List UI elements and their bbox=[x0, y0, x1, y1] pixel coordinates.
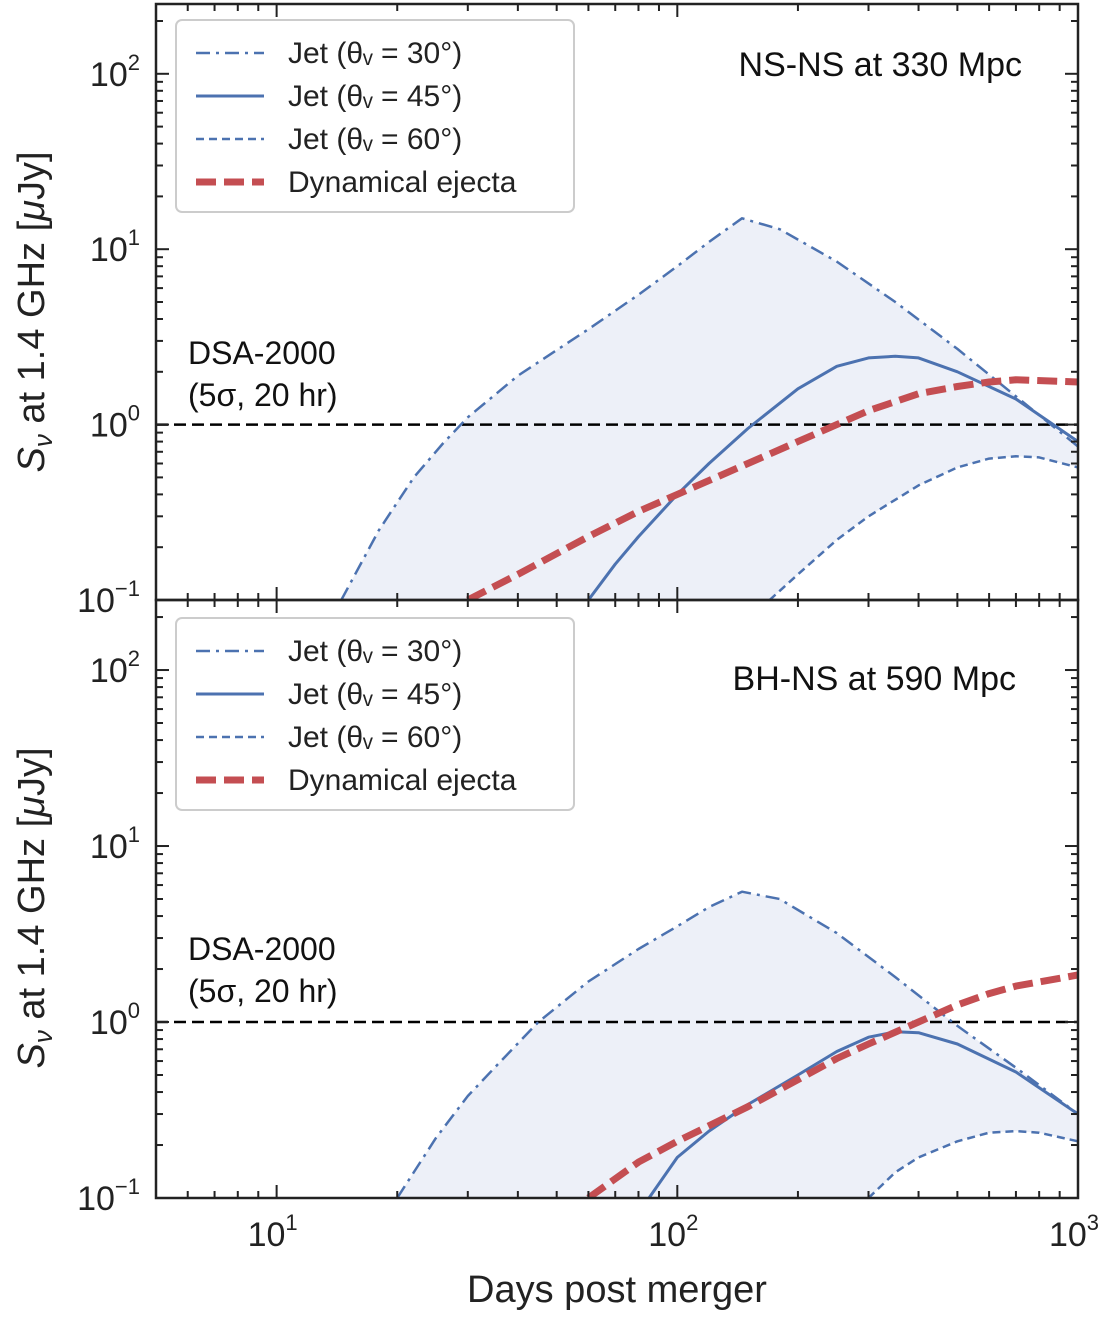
y-tick-label: 101 bbox=[90, 822, 140, 866]
x-tick-label: 102 bbox=[648, 1210, 698, 1254]
series-line-2 bbox=[768, 455, 1078, 600]
legend-entry-ejecta: Dynamical ejecta bbox=[288, 166, 517, 199]
legend-box bbox=[175, 617, 575, 811]
series-line-0 bbox=[340, 217, 1078, 600]
threshold-label-line2: (5σ, 20 hr) bbox=[188, 973, 338, 1009]
x-tick-label: 103 bbox=[1049, 1210, 1099, 1254]
legend-entry-jet-45: Jet (θᵥ = 45°) bbox=[288, 678, 462, 711]
threshold-label-line1: DSA-2000 bbox=[188, 335, 336, 371]
legend: Jet (θᵥ = 30°) Jet (θᵥ = 45°) Jet (θᵥ = … bbox=[175, 617, 575, 811]
panel-title: NS-NS at 330 Mpc bbox=[739, 46, 1022, 84]
y-tick-label: 102 bbox=[90, 50, 140, 94]
jet-range-shading bbox=[341, 218, 1078, 600]
y-tick-label: 10−1 bbox=[77, 576, 140, 620]
y-tick-label: 100 bbox=[90, 998, 140, 1042]
x-tick-label: 101 bbox=[248, 1210, 298, 1254]
legend-entry-jet-60: Jet (θᵥ = 60°) bbox=[288, 123, 462, 156]
panel-title: BH-NS at 590 Mpc bbox=[733, 660, 1016, 698]
series-line-3 bbox=[586, 971, 1078, 1198]
x-axis-title: Days post merger bbox=[467, 1269, 767, 1311]
series-line-1 bbox=[647, 1030, 1078, 1198]
jet-range-shading bbox=[397, 891, 1078, 1198]
legend-entry-jet-60: Jet (θᵥ = 60°) bbox=[288, 721, 462, 754]
legend-entry-jet-45: Jet (θᵥ = 45°) bbox=[288, 80, 462, 113]
legend-box bbox=[175, 19, 575, 213]
axes-frame bbox=[154, 598, 1080, 1200]
legend-entry-jet-30: Jet (θᵥ = 30°) bbox=[288, 37, 462, 70]
y-tick-label: 10−1 bbox=[77, 1174, 140, 1218]
series-line-3 bbox=[466, 376, 1078, 600]
threshold-label-line2: (5σ, 20 hr) bbox=[188, 377, 338, 413]
y-axis-title-bottom: Sν at 1.4 GHz [μJy] bbox=[11, 747, 58, 1068]
legend-entry-jet-30: Jet (θᵥ = 30°) bbox=[288, 635, 462, 668]
y-tick-label: 100 bbox=[90, 401, 140, 445]
threshold-label-line1: DSA-2000 bbox=[188, 931, 336, 967]
y-axis-title-top: Sν at 1.4 GHz [μJy] bbox=[11, 151, 58, 472]
y-tick-label: 101 bbox=[90, 225, 140, 269]
y-tick-label: 102 bbox=[90, 646, 140, 690]
legend-entry-ejecta: Dynamical ejecta bbox=[288, 764, 517, 797]
legend: Jet (θᵥ = 30°) Jet (θᵥ = 45°) Jet (θᵥ = … bbox=[175, 19, 575, 213]
series-line-0 bbox=[396, 890, 1078, 1198]
series-line-2 bbox=[867, 1129, 1078, 1198]
series-line-1 bbox=[587, 354, 1078, 600]
